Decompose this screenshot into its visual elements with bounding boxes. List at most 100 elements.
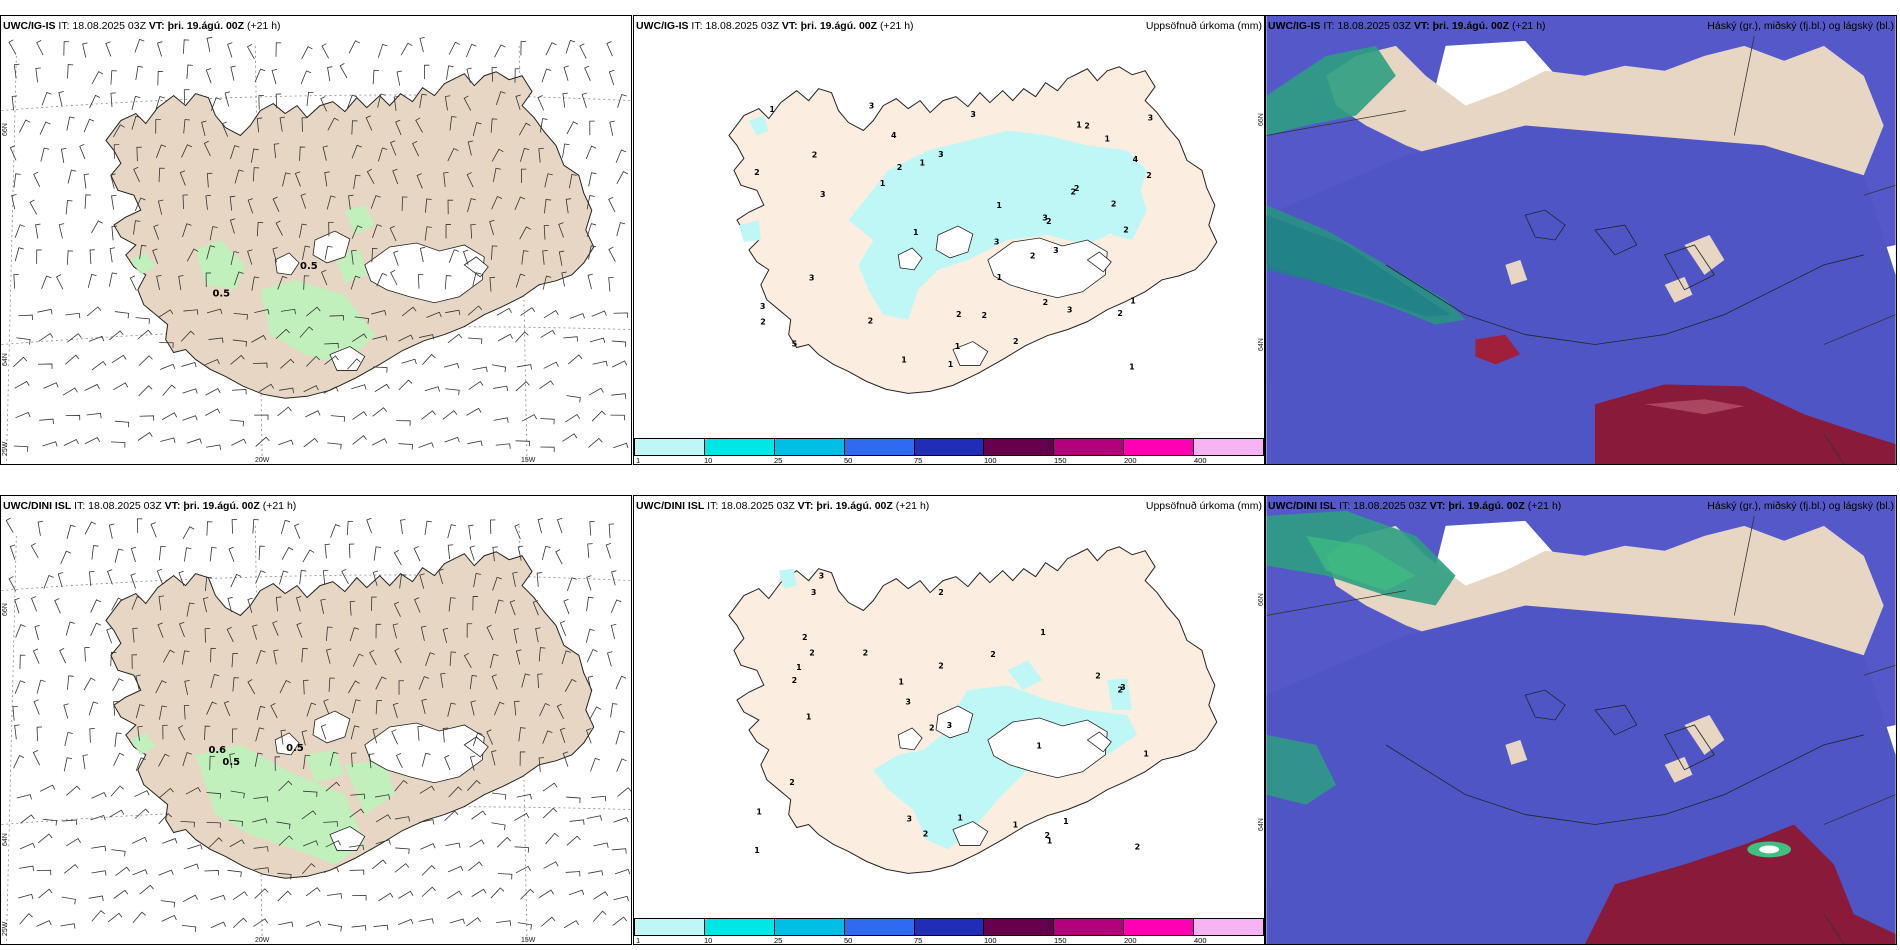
wind-barb [442, 410, 458, 420]
precip-value: 1 [754, 846, 760, 855]
wind-barb [130, 546, 137, 563]
wind-barb [275, 596, 282, 612]
wind-barb [299, 146, 306, 161]
wind-barb [588, 437, 603, 448]
wind-barb [393, 549, 402, 566]
precip-value: 1 [913, 228, 919, 237]
valid-time: þri. 19.ágú. 00Z [1432, 20, 1510, 32]
wind-barb [565, 198, 572, 214]
wind-barb [14, 597, 20, 614]
wind-barb [256, 705, 266, 720]
wind-barb [520, 307, 536, 316]
wind-barb [414, 597, 421, 613]
wind-barb [330, 524, 341, 538]
wind-barb [515, 440, 530, 447]
wind-barb [398, 443, 413, 450]
precip-value: 2 [754, 168, 760, 177]
wind-barb [325, 840, 341, 848]
panel-title: Uppsöfnuð úrkoma (mm) [1145, 20, 1262, 32]
wind-barb [258, 95, 264, 110]
wind-barb [162, 724, 168, 740]
wind-barb [509, 599, 516, 616]
wind-barb [159, 787, 174, 798]
lat-label: 64N [1258, 338, 1265, 351]
init-time: IT: 18.08.2025 03Z [1339, 500, 1427, 512]
wind-barb [9, 544, 16, 560]
precip-value: 1 [769, 105, 775, 114]
colorbar-swatch [913, 918, 984, 936]
wind-barb [329, 315, 344, 321]
wind-barb [110, 785, 125, 797]
wind-barb [229, 195, 236, 211]
wind-barb [495, 443, 511, 449]
wind-barb [392, 168, 399, 185]
wind-barb [107, 912, 123, 923]
wind-barb [329, 751, 339, 766]
wind-barb [182, 194, 188, 210]
precip-value: 2 [863, 648, 869, 657]
wind-barb [210, 647, 216, 663]
panel-header: UWC/DINI ISL IT: 18.08.2025 03Z VT: þri.… [3, 500, 296, 512]
wind-barb [36, 726, 43, 742]
wind-barb [586, 815, 602, 821]
precip-value: 1 [1036, 741, 1042, 750]
wind-barb [182, 388, 198, 394]
init-time: IT: 18.08.2025 03Z [1323, 20, 1411, 32]
wind-barb [83, 118, 95, 133]
wind-barb [539, 118, 548, 133]
wind-barb [520, 888, 535, 900]
wind-barb [467, 305, 483, 316]
wind-barb [469, 675, 478, 690]
wind-barb [67, 169, 77, 184]
wind-barb [66, 250, 74, 265]
wind-barb [209, 755, 216, 771]
wind-barb [559, 620, 567, 637]
wind-barb [206, 521, 213, 536]
panel-title: Háský (gr.), miðský (fj.bl.) og lágský (… [1707, 20, 1894, 32]
wind-barb [150, 522, 157, 538]
valid-time: þri. 19.ágú. 00Z [1448, 500, 1525, 512]
wind-barb [178, 621, 185, 638]
wind-barb [421, 752, 431, 767]
wind-barb [84, 383, 100, 391]
wind-barb [320, 598, 326, 614]
wind-barb [32, 648, 40, 664]
wind-barb [181, 144, 193, 158]
wind-barb [401, 306, 417, 317]
wind-barb [12, 356, 28, 368]
wind-barb [277, 872, 292, 880]
wind-barb [447, 524, 457, 539]
wind-barb [231, 438, 247, 446]
wind-barb [491, 148, 504, 162]
wind-barb [375, 699, 383, 715]
wind-barb [232, 917, 247, 929]
wind-barb [608, 246, 616, 262]
wind-barb [160, 437, 176, 443]
wind-barb [496, 91, 506, 106]
colorbar-tick: 75 [913, 456, 923, 465]
wind-barb [206, 245, 216, 260]
panel-header: UWC/DINI ISL IT: 18.08.2025 03Z VT: þri.… [636, 500, 929, 512]
wind-barb [40, 147, 50, 162]
wind-barb [134, 197, 146, 211]
wind-barb [278, 439, 294, 446]
wind-barb [159, 705, 167, 720]
wind-barb [161, 914, 177, 922]
wind-barb [608, 196, 616, 213]
wind-barb [183, 704, 190, 720]
wind-barb [371, 859, 387, 870]
wind-barb [564, 678, 577, 692]
wind-barb [37, 308, 53, 315]
wind-barb [609, 120, 615, 136]
wind-barb [300, 193, 307, 209]
init-time: IT: 18.08.2025 03Z [58, 20, 146, 32]
wind-barb [36, 249, 42, 264]
wind-barb [325, 626, 333, 641]
wind-barb [294, 171, 301, 187]
wind-barb [177, 725, 186, 741]
precip-value: 2 [1030, 251, 1036, 260]
wind-barb [472, 732, 483, 747]
wind-barb [377, 43, 388, 58]
wind-barb [112, 678, 124, 692]
wind-barb [394, 816, 410, 822]
